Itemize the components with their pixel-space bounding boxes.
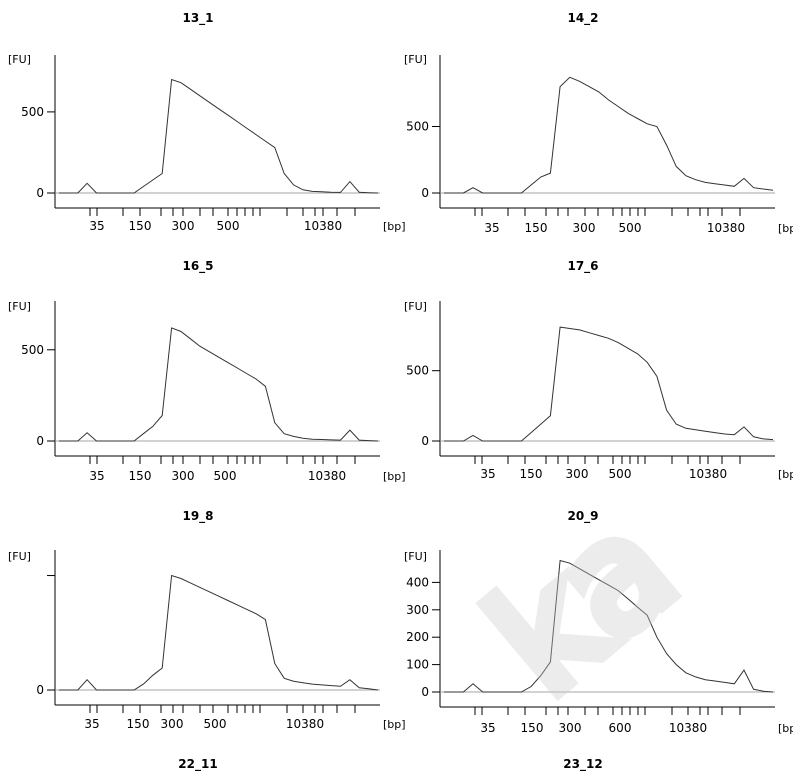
y-axis-unit-label: [FU]: [404, 550, 427, 563]
x-tick-label: 10380: [308, 469, 346, 483]
x-axis-unit-label: [bp]: [383, 220, 406, 233]
electropherogram-trace: [59, 327, 379, 442]
electropherogram-trace: [444, 326, 774, 442]
chart-title-23_12: 23_12: [563, 757, 602, 772]
y-tick-label: 100: [406, 658, 429, 672]
x-tick-label: 150: [129, 469, 152, 483]
x-tick-label: 35: [480, 721, 495, 735]
y-tick-label: 0: [36, 434, 44, 448]
x-axis-unit-label: [bp]: [778, 722, 793, 735]
y-tick-label: 200: [406, 630, 429, 644]
y-tick-label: 500: [21, 105, 44, 119]
y-tick-label: 500: [406, 120, 429, 134]
y-tick-label: 500: [21, 343, 44, 357]
y-tick-label: 0: [36, 186, 44, 200]
y-axis-unit-label: [FU]: [404, 53, 427, 66]
x-tick-label: 10380: [689, 467, 727, 481]
x-tick-label: 150: [127, 717, 150, 731]
y-tick-label: 300: [406, 603, 429, 617]
chart-panel-17_6: 17_6 [FU] [bp] 500 0 35 150 300 500 10380: [404, 259, 793, 481]
chart-panel-20_9: 20_9 [FU] [bp] 400 300 200 100 0 35 150 300 600 1038…: [404, 509, 793, 735]
electropherogram-trace: [444, 76, 774, 194]
x-tick-label: 35: [480, 467, 495, 481]
x-axis-unit-label: [bp]: [778, 468, 793, 481]
x-tick-label: 300: [172, 219, 195, 233]
x-tick-label: 35: [89, 219, 104, 233]
y-tick-label: 500: [406, 364, 429, 378]
x-tick-label: 35: [84, 717, 99, 731]
y-axis-unit-label: [FU]: [8, 53, 31, 66]
x-tick-label: 150: [520, 467, 543, 481]
x-tick-label: 300: [172, 469, 195, 483]
x-tick-label: 600: [609, 721, 632, 735]
x-tick-label: 300: [573, 221, 596, 235]
y-tick-label: 0: [421, 186, 429, 200]
chart-title: 16_5: [182, 259, 213, 274]
chart-panel-16_5: 16_5 [FU] [bp] 500 0 35 150 300 500 10380: [8, 259, 406, 483]
x-tick-label: 500: [619, 221, 642, 235]
y-tick-label: 0: [36, 683, 44, 697]
chart-title: 20_9: [567, 509, 598, 524]
chart-title: 13_1: [182, 11, 213, 26]
x-tick-label: 500: [217, 219, 240, 233]
y-axis-unit-label: [FU]: [8, 300, 31, 313]
x-tick-label: 10380: [286, 717, 324, 731]
x-tick-label: 35: [89, 469, 104, 483]
chart-title-22_11: 22_11: [178, 757, 217, 772]
electropherogram-trace: [59, 78, 379, 194]
y-tick-label: 0: [421, 434, 429, 448]
chart-title: 17_6: [567, 259, 598, 274]
y-axis-unit-label: [FU]: [8, 550, 31, 563]
chart-title: 19_8: [182, 509, 213, 524]
x-tick-label: 150: [129, 219, 152, 233]
x-axis-unit-label: [bp]: [778, 222, 793, 235]
electropherogram-trace: [444, 559, 774, 693]
x-tick-label: 150: [521, 721, 544, 735]
x-tick-label: 500: [609, 467, 632, 481]
chart-title: 14_2: [567, 11, 598, 26]
electropherogram-trace: [59, 574, 379, 691]
chart-panel-13_1: 13_1 [FU] [bp] 500 0 35 150 300 500 10380: [8, 11, 406, 233]
x-axis-unit-label: [bp]: [383, 718, 406, 731]
x-tick-label: 300: [566, 467, 589, 481]
watermark-text: ka: [459, 481, 706, 728]
y-tick-label: 400: [406, 575, 429, 589]
x-tick-label: 10380: [304, 219, 342, 233]
x-tick-label: 35: [484, 221, 499, 235]
x-tick-label: 500: [214, 469, 237, 483]
x-tick-label: 10380: [707, 221, 745, 235]
chart-panel-14_2: 14_2 [FU] [bp] 500 0 35 150 300 500 10380: [404, 11, 793, 235]
chart-panel-19_8: 19_8 [FU] [bp] 0 35 150 300 500 10380: [8, 509, 406, 731]
x-tick-label: 300: [559, 721, 582, 735]
x-tick-label: 10380: [669, 721, 707, 735]
x-tick-label: 300: [161, 717, 184, 731]
y-tick-label: 0: [421, 685, 429, 699]
x-axis-unit-label: [bp]: [383, 470, 406, 483]
x-tick-label: 150: [525, 221, 548, 235]
chart-panels: 13_1 [FU] [bp] 500 0 35 150 300 500 10380 14_2 [FU]…: [8, 11, 793, 735]
x-tick-label: 500: [204, 717, 227, 731]
y-axis-unit-label: [FU]: [404, 300, 427, 313]
